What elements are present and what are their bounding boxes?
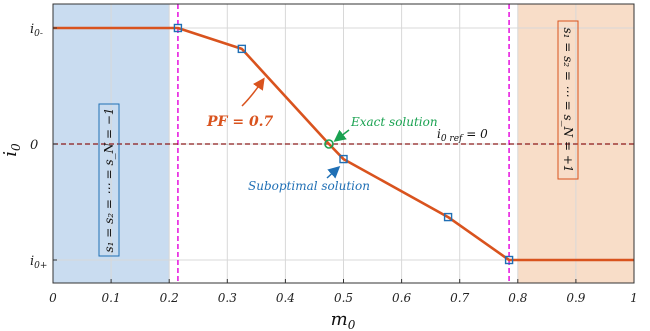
suboptimal-solution-label: Suboptimal solution	[248, 179, 370, 193]
x-axis-label: m0	[331, 309, 356, 331]
square-marker-4	[504, 255, 514, 265]
region-label-box-0	[98, 103, 120, 257]
x-tick-label-7: 0.7	[450, 291, 469, 305]
x-tick-label-8: 0.8	[508, 291, 527, 305]
series-line-0	[53, 26, 634, 262]
x-tick-label-10: 1	[630, 291, 638, 305]
region-label-1: s₁ = s₂ = ⋯ = s_N = +1	[561, 27, 575, 172]
square-marker-0	[173, 23, 183, 33]
y-axis-label: i0	[0, 143, 23, 157]
y-tick-label-0: i0-	[30, 22, 43, 39]
exact-solution-arrow	[333, 129, 350, 142]
y-tick-label-1: 0	[30, 138, 38, 153]
exact-solution-label: Exact solution	[350, 115, 438, 129]
x-tick-label-5: 0.5	[334, 291, 353, 305]
region-label-box-1	[557, 20, 579, 180]
x-tick-label-4: 0.4	[276, 291, 295, 305]
exact-solution-marker	[324, 139, 334, 149]
pf-arrow	[241, 77, 265, 107]
x-tick-label-0: 0	[49, 291, 57, 305]
pf-label: PF = 0.7	[206, 114, 274, 130]
square-marker-2	[339, 154, 348, 164]
square-marker-3	[443, 212, 453, 222]
region-label-0: s₁ = s₂ = ⋯ = s_N = −1	[102, 107, 116, 252]
square-marker-1	[237, 44, 247, 54]
i0-ref-label: i0 ref = 0	[437, 127, 488, 144]
suboptimal-solution-arrow	[326, 165, 341, 179]
x-tick-label-1: 0.1	[102, 291, 121, 305]
x-tick-label-6: 0.6	[392, 291, 411, 305]
x-tick-label-3: 0.3	[218, 291, 237, 305]
y-tick-label-2: i0+	[30, 254, 47, 271]
x-tick-label-2: 0.2	[160, 291, 179, 305]
x-tick-label-9: 0.9	[566, 291, 585, 305]
